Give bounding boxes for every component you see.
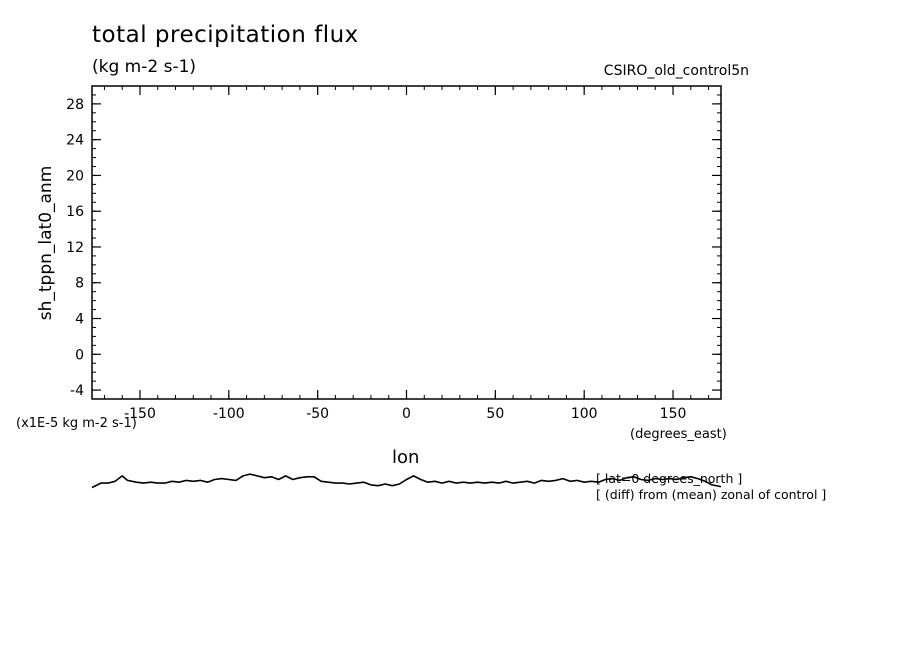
x-tick-label: 0 (402, 406, 411, 422)
y-tick-label: 4 (75, 312, 84, 328)
y-tick-label: 28 (66, 97, 84, 113)
y-tick-label: 0 (75, 347, 84, 363)
chart-units: (kg m-2 s-1) (92, 57, 197, 77)
y-tick-label: -4 (70, 383, 84, 399)
chart-title: total precipitation flux (92, 22, 359, 48)
dataset-label: CSIRO_old_control5n (603, 63, 749, 79)
x-tick-label: -100 (213, 406, 245, 422)
x-tick-label: -50 (306, 406, 329, 422)
y-tick-label: 24 (66, 133, 84, 149)
series-line (91, 473, 722, 489)
axis-tick-labels: -4 0 4 8 12 16 20 24 28 -150 -100 -50 0 50 100 150 (66, 97, 686, 422)
x-axis-units: (degrees_east) (630, 427, 727, 442)
y-tick-label: 20 (66, 168, 84, 184)
x-tick-label: -150 (124, 406, 156, 422)
plot-frame (91, 85, 722, 400)
axis-ticks (92, 85, 721, 400)
x-tick-label: 50 (486, 406, 504, 422)
y-tick-label: 16 (66, 204, 84, 220)
series-group (91, 473, 722, 489)
y-tick-label: 8 (75, 276, 84, 292)
y-tick-label: 12 (66, 240, 84, 256)
x-tick-label: 100 (571, 406, 598, 422)
x-tick-label: 150 (660, 406, 687, 422)
y-scale-note: (x1E-5 kg m-2 s-1) (16, 416, 137, 431)
x-axis-label: lon (392, 447, 420, 468)
note-difference: [ (diff) from (mean) zonal of control ] (596, 487, 827, 502)
